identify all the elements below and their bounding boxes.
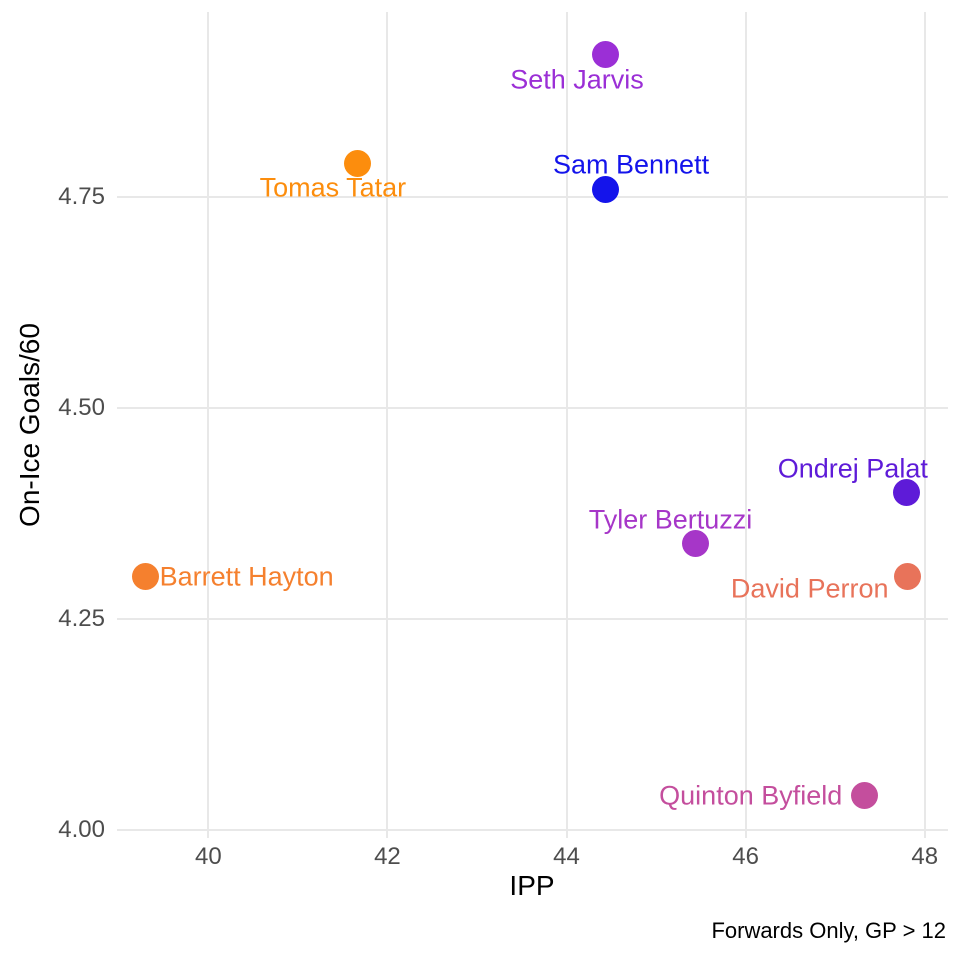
y-tick-label: 4.50 bbox=[58, 394, 105, 422]
x-axis-title: IPP bbox=[509, 870, 555, 901]
data-point bbox=[681, 529, 709, 557]
point-label: Sam Bennett bbox=[552, 149, 710, 180]
x-gridline bbox=[386, 12, 389, 838]
x-tick-label: 46 bbox=[732, 843, 759, 870]
data-point bbox=[344, 150, 372, 178]
caption-text: Forwards Only, GP > 12 bbox=[711, 918, 946, 943]
point-label: Seth Jarvis bbox=[510, 64, 644, 95]
x-tick-label: 44 bbox=[553, 843, 580, 870]
x-tick-label: 48 bbox=[911, 843, 939, 870]
x-gridline bbox=[207, 12, 210, 838]
x-gridline bbox=[744, 12, 747, 838]
data-point bbox=[591, 40, 619, 68]
y-axis-title: On-Ice Goals/60 bbox=[14, 323, 45, 527]
y-gridline bbox=[117, 407, 948, 410]
y-gridline bbox=[117, 617, 948, 620]
point-label: Tyler Bertuzzi bbox=[588, 504, 753, 535]
point-label: Quinton Byfield bbox=[659, 780, 843, 811]
y-gridline bbox=[117, 828, 948, 831]
data-point bbox=[132, 563, 160, 591]
x-tick-label: 40 bbox=[194, 843, 222, 870]
y-tick-label: 4.00 bbox=[58, 815, 105, 843]
y-tick-label: 4.75 bbox=[58, 183, 105, 211]
point-label: David Perron bbox=[730, 573, 889, 604]
point-label: Tomas Tatar bbox=[259, 172, 407, 203]
plot-panel: Seth Jarvis Sam Bennett Tomas Tatar Barrett… bbox=[117, 12, 948, 838]
point-label: Ondrej Palat bbox=[777, 453, 928, 484]
y-gridline bbox=[117, 196, 948, 199]
x-gridline bbox=[565, 12, 568, 838]
data-point bbox=[591, 175, 619, 203]
point-label: Barrett Hayton bbox=[159, 561, 334, 592]
x-gridline bbox=[923, 12, 926, 838]
data-point bbox=[851, 782, 879, 810]
data-point bbox=[893, 478, 921, 506]
data-point bbox=[894, 563, 922, 591]
y-tick-label: 4.25 bbox=[58, 604, 105, 632]
x-tick-label: 42 bbox=[374, 843, 401, 870]
